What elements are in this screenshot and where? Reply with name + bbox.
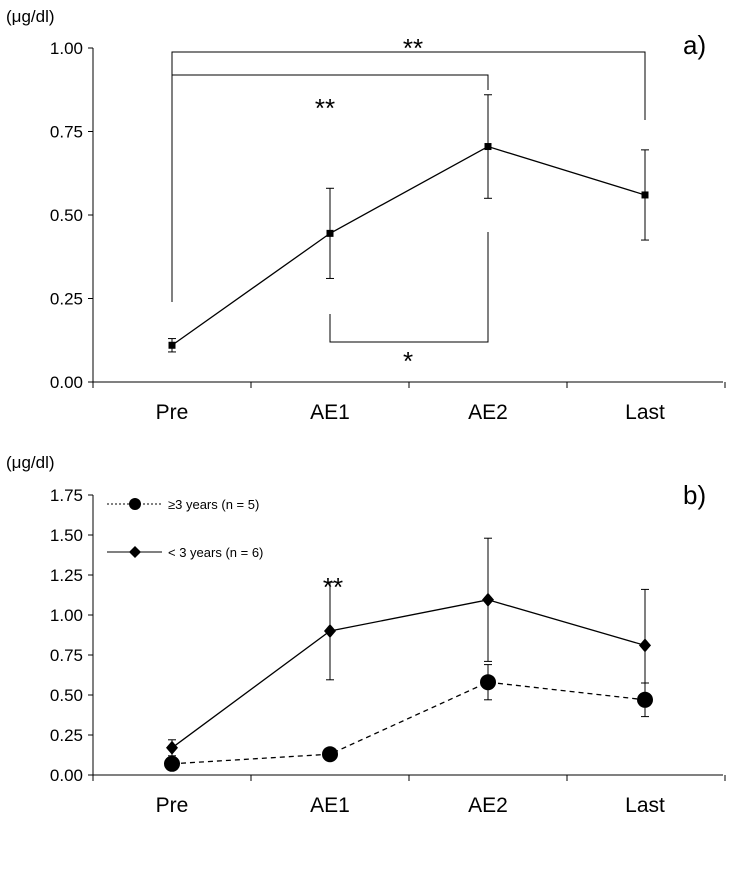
panel-a-y-ticks: 0.00 0.25 0.50 0.75 1.00 — [50, 39, 93, 392]
panel-a-series — [168, 94, 649, 353]
panel-b-x-tick-label-ae1: AE1 — [310, 794, 350, 817]
panel-b-series-1-line — [171, 599, 646, 749]
panel-a-series-0-line — [171, 145, 646, 346]
sig-label-ae1-ae2: * — [403, 346, 413, 376]
panel-b-x-ticks: Pre AE1 AE2 Last — [92, 775, 726, 817]
panel-a-y-tick-label: 0.00 — [50, 373, 83, 392]
panel-a-x-tick-label-ae2: AE2 — [468, 401, 508, 424]
panel-b-y-tick-label: 1.25 — [50, 566, 83, 585]
panel-b-series — [164, 537, 653, 772]
panel-a-y-tick-label: 0.75 — [50, 123, 83, 142]
panel-b-series-1-point-last — [639, 638, 651, 653]
panel-a-unit-label: (μg/dl) — [6, 7, 55, 26]
panel-b-series-0-point-pre — [164, 755, 180, 772]
panel-b-y-tick-label: 1.75 — [50, 486, 83, 505]
panel-b-legend: ≥3 years (n = 5) < 3 years (n = 6) — [107, 497, 263, 560]
panel-b-series-0-point-ae2 — [480, 674, 496, 691]
panel-b-y-axis: 0.00 0.25 0.50 0.75 1.00 1.25 1.50 1.75 — [50, 486, 94, 785]
panel-a-series-0-point-last — [641, 191, 649, 199]
panel-b-y-ticks: 0.00 0.25 0.50 0.75 1.00 1.25 1.50 1.75 — [50, 486, 93, 785]
panel-b-y-tick-label: 0.75 — [50, 646, 83, 665]
panel-b-y-tick-label: 0.50 — [50, 686, 83, 705]
panel-b-series-1-point-pre — [166, 740, 178, 755]
panel-b-x-tick-label-ae2: AE2 — [468, 794, 508, 817]
panel-a-series-0-point-pre — [168, 341, 176, 349]
sig-label-pre-last: ** — [403, 33, 423, 63]
panel-b-series-1-point-ae2 — [482, 592, 494, 607]
sig-bracket-ae1-ae2 — [329, 232, 489, 343]
panel-b-series-0-line — [171, 681, 646, 765]
panel-a-y-tick-label: 0.50 — [50, 206, 83, 225]
panel-a-y-axis: 0.00 0.25 0.50 0.75 1.00 — [50, 39, 94, 392]
panel-a-series-0-point-ae1 — [326, 229, 334, 237]
panel-a-x-axis: Pre AE1 AE2 Last — [92, 381, 726, 424]
panel-b: 0.00 0.25 0.50 0.75 1.00 1.25 1.50 1.75 Pre AE1 A… — [6, 453, 726, 817]
panel-b-x-tick-label-pre: Pre — [156, 794, 189, 817]
panel-b-series-1-point-ae1 — [324, 624, 336, 638]
sig-label-pre-ae2: ** — [315, 93, 335, 123]
panel-b-series-0-point-ae1 — [322, 746, 338, 763]
panel-a-x-tick-label-pre: Pre — [156, 401, 189, 424]
panel-a-y-tick-label: 0.25 — [50, 290, 83, 309]
panel-a-significance: ** ** * — [171, 33, 646, 376]
sig-bracket-pre-last — [171, 51, 646, 302]
sig-bracket-pre-ae2 — [172, 74, 489, 90]
panel-a-x-tick-label-ae1: AE1 — [310, 401, 350, 424]
panel-a-series-0-point-ae2 — [484, 143, 492, 151]
legend-item-under-3-years: < 3 years (n = 6) — [107, 545, 263, 560]
legend-marker-over-3-years — [129, 498, 141, 510]
panel-b-x-tick-label-last: Last — [625, 794, 665, 817]
panel-b-y-tick-label: 1.00 — [50, 606, 83, 625]
panel-b-unit-label: (μg/dl) — [6, 453, 55, 472]
sig-label-b-ae1: ** — [323, 572, 343, 602]
legend-marker-under-3-years — [129, 546, 141, 558]
panel-a-x-tick-label-last: Last — [625, 401, 665, 424]
panel-b-label: b) — [683, 480, 706, 510]
panel-b-y-tick-label: 0.25 — [50, 726, 83, 745]
panel-b-y-tick-label: 0.00 — [50, 766, 83, 785]
panel-a: 0.00 0.25 0.50 0.75 1.00 Pre AE1 AE2 Last (μg/d… — [6, 7, 726, 424]
legend-item-over-3-years: ≥3 years (n = 5) — [107, 497, 259, 512]
panel-b-y-tick-label: 1.50 — [50, 526, 83, 545]
legend-label-over-3-years: ≥3 years (n = 5) — [168, 497, 259, 512]
panel-a-x-ticks: Pre AE1 AE2 Last — [92, 382, 726, 424]
panel-b-x-axis: Pre AE1 AE2 Last — [92, 774, 726, 817]
panel-a-y-tick-label: 1.00 — [50, 39, 83, 58]
panel-a-label: a) — [683, 30, 706, 60]
legend-label-under-3-years: < 3 years (n = 6) — [168, 545, 263, 560]
